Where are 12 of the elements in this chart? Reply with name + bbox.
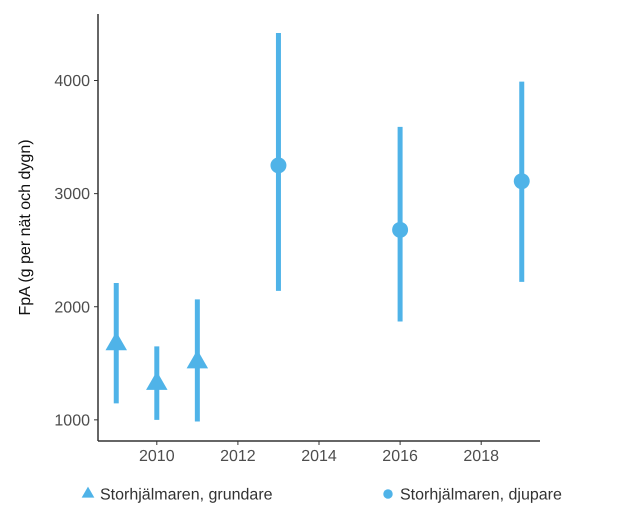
y-tick-label: 4000 bbox=[54, 73, 90, 90]
x-tick-label: 2016 bbox=[382, 448, 418, 465]
x-tick-label: 2012 bbox=[220, 448, 256, 465]
y-tick-label: 1000 bbox=[54, 412, 90, 430]
legend-label: Storhjälmaren, djupare bbox=[400, 486, 562, 504]
y-tick-label: 2000 bbox=[54, 299, 90, 316]
x-tick-label: 2018 bbox=[463, 448, 500, 465]
y-axis-title: FpA (g per nät och dygn) bbox=[17, 139, 34, 316]
y-tick-label: 3000 bbox=[54, 186, 90, 204]
x-tick-label: 2010 bbox=[139, 448, 175, 465]
legend-label: Storhjälmaren, grundare bbox=[100, 486, 273, 504]
x-tick-label: 2014 bbox=[301, 448, 337, 465]
